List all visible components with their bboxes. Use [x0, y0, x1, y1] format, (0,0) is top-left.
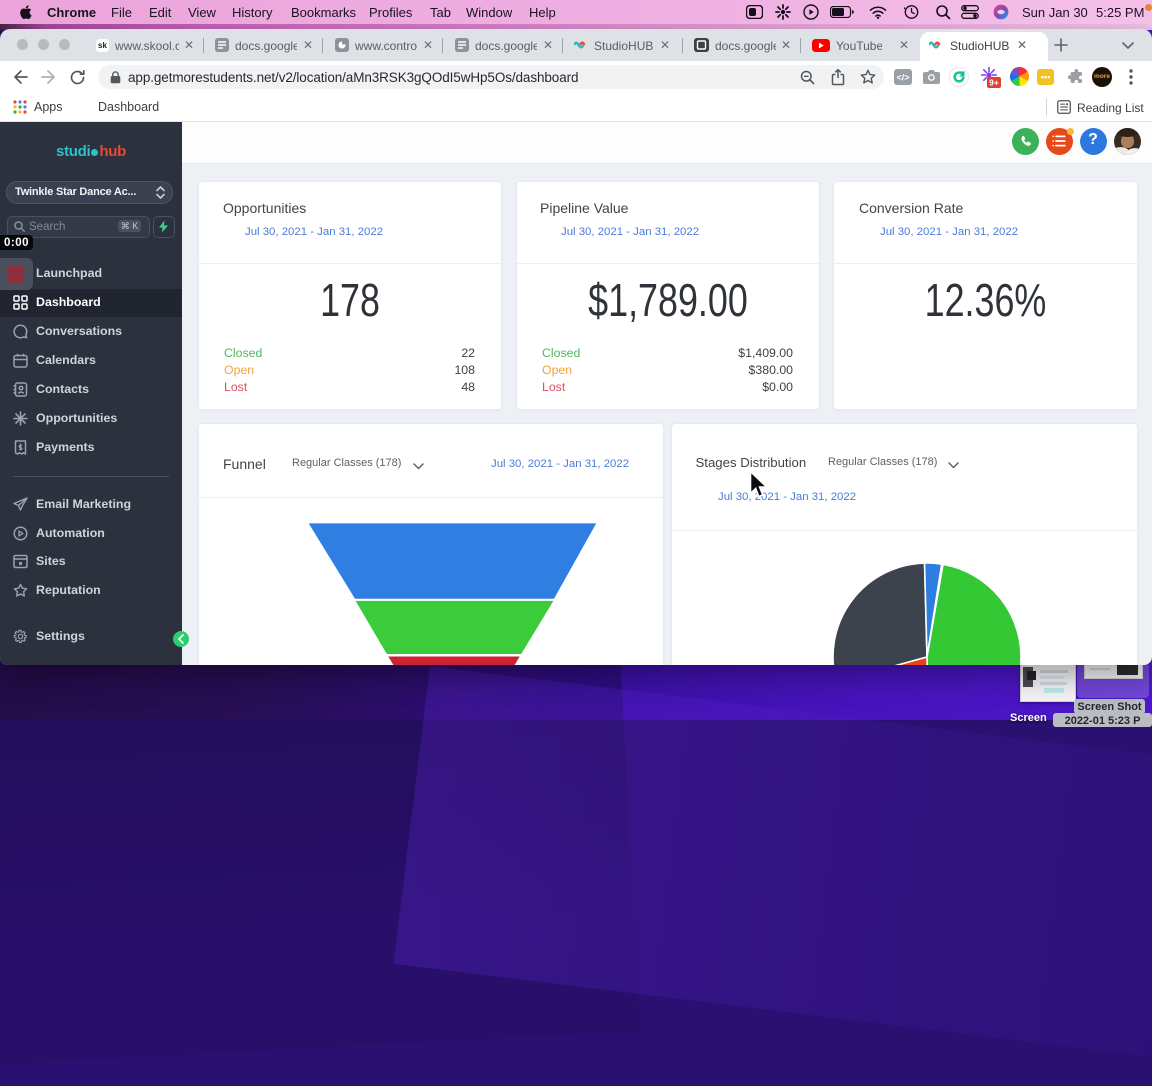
svg-text:</>: </> — [896, 73, 909, 83]
svg-text:9+: 9+ — [989, 78, 999, 88]
svg-text:•••: ••• — [1041, 72, 1050, 82]
